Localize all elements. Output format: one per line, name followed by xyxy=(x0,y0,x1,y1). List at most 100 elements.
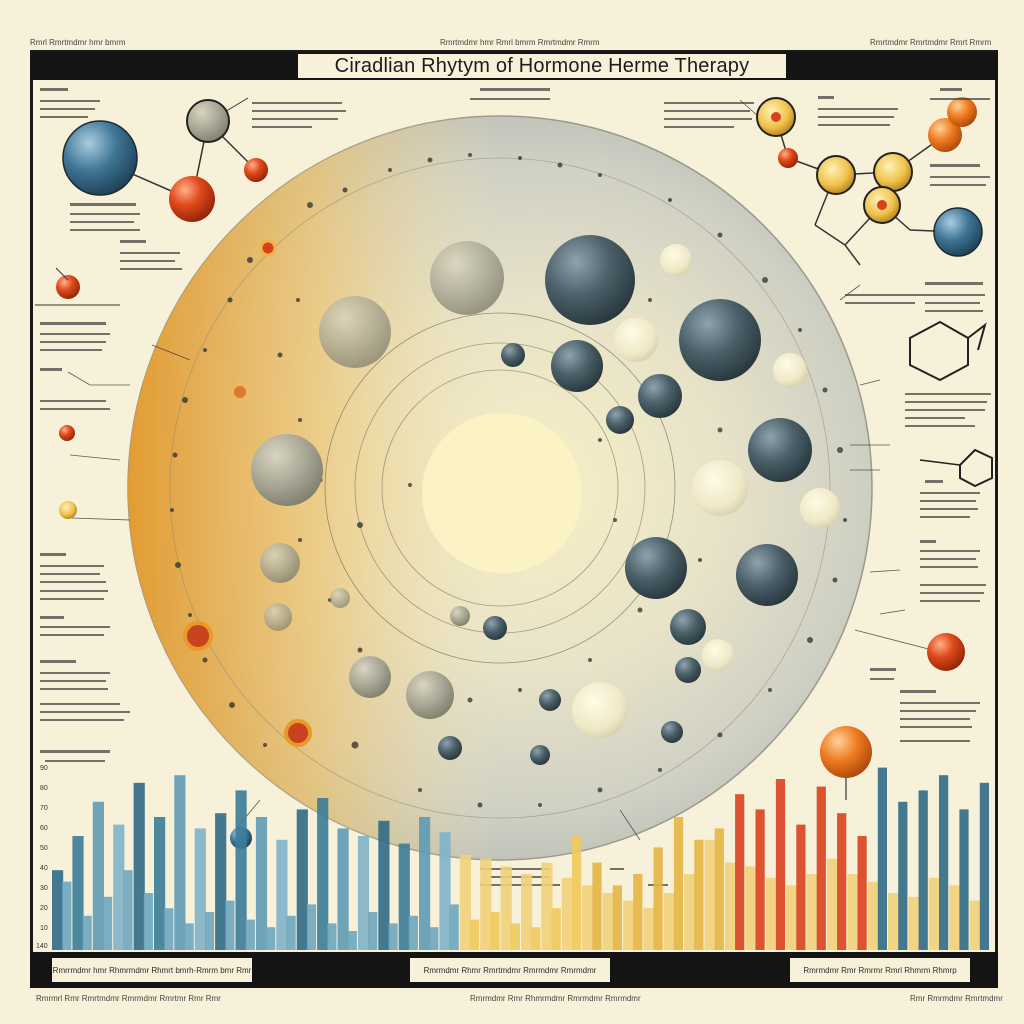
bar-series-2 xyxy=(551,908,561,950)
bar-series-1 xyxy=(133,782,145,950)
bar-series-1 xyxy=(154,817,166,950)
bar-series-2 xyxy=(245,919,255,950)
bar-series-1 xyxy=(398,843,410,950)
svg-text:90: 90 xyxy=(40,765,48,772)
bar-series-1 xyxy=(174,775,186,950)
bar-series-2 xyxy=(123,870,133,950)
bar-series-2 xyxy=(204,912,215,950)
bar-series-2 xyxy=(490,912,500,950)
bar-series-1 xyxy=(826,858,839,950)
bar-series-2 xyxy=(327,923,337,950)
bar-series-1 xyxy=(602,893,614,950)
bar-series-2 xyxy=(164,908,174,950)
bar-series-1 xyxy=(480,858,492,950)
bar-series-2 xyxy=(755,809,765,950)
bar-series-1 xyxy=(439,832,451,950)
bottom-caption-left: Rmrrmdmr hmr Rhmrmdmr Rhmrt bmrh-Rmrm bm… xyxy=(52,965,252,975)
bar-series-1 xyxy=(521,874,533,950)
svg-text:140: 140 xyxy=(36,943,48,950)
bar-series-2 xyxy=(62,881,72,950)
bar-series-2 xyxy=(531,927,541,950)
bar-series-1 xyxy=(582,885,594,950)
bottom-caption-right: Rmrmdmr Rmr Rmrmr Rmrl Rhmrm Rhmrp xyxy=(803,965,957,975)
bar-series-2 xyxy=(939,775,949,950)
bar-series-2 xyxy=(816,786,826,950)
svg-text:50: 50 xyxy=(40,845,48,852)
top-caption-center: Rmrtmdmr hmr Rmrl bmrm Rmrtmdmr Rmrm xyxy=(440,38,600,47)
bar-series-1 xyxy=(378,820,390,950)
central-sun-core xyxy=(422,413,582,573)
footer-caption-right: Rmr Rmrmdmr Rmrtmdmr xyxy=(910,994,1003,1003)
bar-series-2 xyxy=(714,828,724,950)
bar-series-2 xyxy=(959,809,969,950)
bottom-panel-center: Rmrmdmr Rhmr Rmrtmdmr Rmrmdmr Rmrmdmr xyxy=(410,958,610,982)
bar-series-2 xyxy=(918,790,928,950)
molecule-diagram-top-right xyxy=(230,97,993,849)
bar-series-2 xyxy=(306,904,317,950)
bottom-panel-left: Rmrrmdmr hmr Rhmrmdmr Rhmrt bmrh-Rmrm bm… xyxy=(52,958,252,982)
bar-series-2 xyxy=(694,839,704,950)
bar-series-1 xyxy=(806,874,818,950)
bar-series-1 xyxy=(847,874,859,950)
bar-series-1 xyxy=(561,877,573,950)
bar-series-1 xyxy=(786,885,798,950)
svg-text:60: 60 xyxy=(40,825,48,832)
bar-series-2 xyxy=(286,915,296,950)
bar-series-1 xyxy=(623,900,635,950)
bar-series-1 xyxy=(459,855,471,950)
top-caption-left: Rmrl Rmrtmdmr hmr bmrm xyxy=(30,38,126,47)
bar-series-2 xyxy=(857,836,867,950)
bar-series-2 xyxy=(673,817,684,950)
bar-series-2 xyxy=(653,847,663,950)
bar-series-1 xyxy=(357,836,370,950)
bar-series-2 xyxy=(184,923,194,950)
bar-series-2 xyxy=(82,915,92,950)
top-caption-right: Rmrtmdmr Rmrtmdmr Rmrt Rmrm xyxy=(870,38,992,47)
bar-chart-axis-ticks: 90 80 70 60 50 40 30 20 10 140 xyxy=(36,765,48,950)
bar-series-1 xyxy=(500,866,512,950)
bar-series-2 xyxy=(225,900,235,950)
bar-series-2 xyxy=(796,824,806,950)
bar-series-1 xyxy=(908,896,920,950)
bar-series-2 xyxy=(388,923,398,950)
bar-series-2 xyxy=(368,912,378,950)
bar-series-1 xyxy=(663,893,675,950)
bar-series-1 xyxy=(419,817,431,950)
bar-series-2 xyxy=(837,813,847,950)
svg-text:70: 70 xyxy=(40,805,48,812)
bar-series-2 xyxy=(572,836,582,950)
bar-series-2 xyxy=(979,782,989,950)
bar-series-1 xyxy=(337,828,349,950)
bar-series-1 xyxy=(52,870,64,950)
svg-text:30: 30 xyxy=(40,885,48,892)
title-bar: Ciradlian Rhytym of Hormone Herme Therap… xyxy=(30,50,998,80)
bar-series-1 xyxy=(765,877,777,950)
bar-series-1 xyxy=(215,813,227,950)
footer-caption-left: Rmrmrl Rmr Rmrtmdmr Rmrmdmr Rmrtmr Rmr R… xyxy=(36,994,221,1003)
svg-text:10: 10 xyxy=(40,925,48,932)
bar-series-1 xyxy=(704,839,716,950)
bar-series-1 xyxy=(541,862,553,950)
bar-series-1 xyxy=(92,801,104,950)
bar-series-2 xyxy=(633,874,643,950)
svg-text:80: 80 xyxy=(40,785,48,792)
bar-series-2 xyxy=(735,794,745,950)
bar-series-2 xyxy=(429,927,439,950)
bar-series-1 xyxy=(928,877,940,950)
left-frame-rule xyxy=(30,80,33,960)
bottom-panel-right: Rmrmdmr Rmr Rmrmr Rmrl Rhmrm Rhmrp xyxy=(790,958,970,982)
bar-series-1 xyxy=(745,866,757,950)
bar-series-1 xyxy=(888,893,900,950)
bar-series-2 xyxy=(898,801,908,950)
bar-series-2 xyxy=(266,927,276,950)
bar-series-1 xyxy=(317,798,329,950)
bar-series-1 xyxy=(296,809,308,950)
molecule-diagram-top-left xyxy=(35,97,268,519)
bar-series-1 xyxy=(194,828,206,950)
bar-series-2 xyxy=(510,923,520,950)
bar-series-2 xyxy=(103,896,113,950)
svg-text:40: 40 xyxy=(40,865,48,872)
bar-series-2 xyxy=(143,893,153,950)
bar-series-2 xyxy=(775,779,786,950)
